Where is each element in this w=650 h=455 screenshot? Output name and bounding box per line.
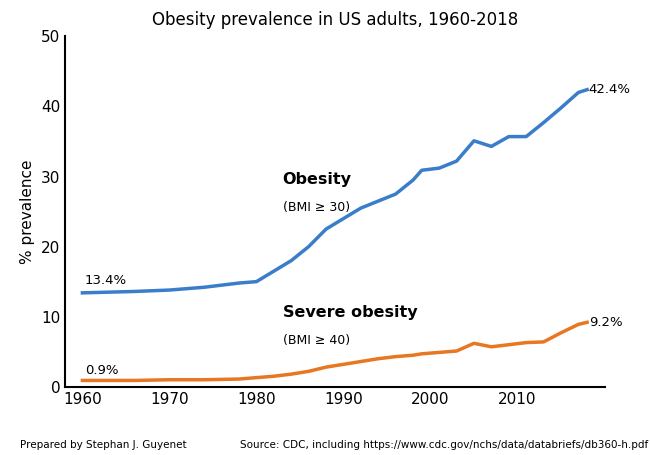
- Text: (BMI ≥ 40): (BMI ≥ 40): [283, 334, 350, 347]
- Text: 0.9%: 0.9%: [85, 364, 118, 377]
- Text: Prepared by Stephan J. Guyenet: Prepared by Stephan J. Guyenet: [20, 440, 186, 450]
- Title: Obesity prevalence in US adults, 1960-2018: Obesity prevalence in US adults, 1960-20…: [151, 11, 518, 29]
- Text: 9.2%: 9.2%: [589, 316, 623, 329]
- Text: (BMI ≥ 30): (BMI ≥ 30): [283, 201, 350, 214]
- Text: 13.4%: 13.4%: [85, 274, 127, 287]
- Text: 42.4%: 42.4%: [589, 83, 631, 96]
- Y-axis label: % prevalence: % prevalence: [20, 159, 35, 264]
- Text: Obesity: Obesity: [283, 172, 352, 187]
- Text: Severe obesity: Severe obesity: [283, 305, 417, 320]
- Text: Source: CDC, including https://www.cdc.gov/nchs/data/databriefs/db360-h.pdf: Source: CDC, including https://www.cdc.g…: [240, 440, 649, 450]
